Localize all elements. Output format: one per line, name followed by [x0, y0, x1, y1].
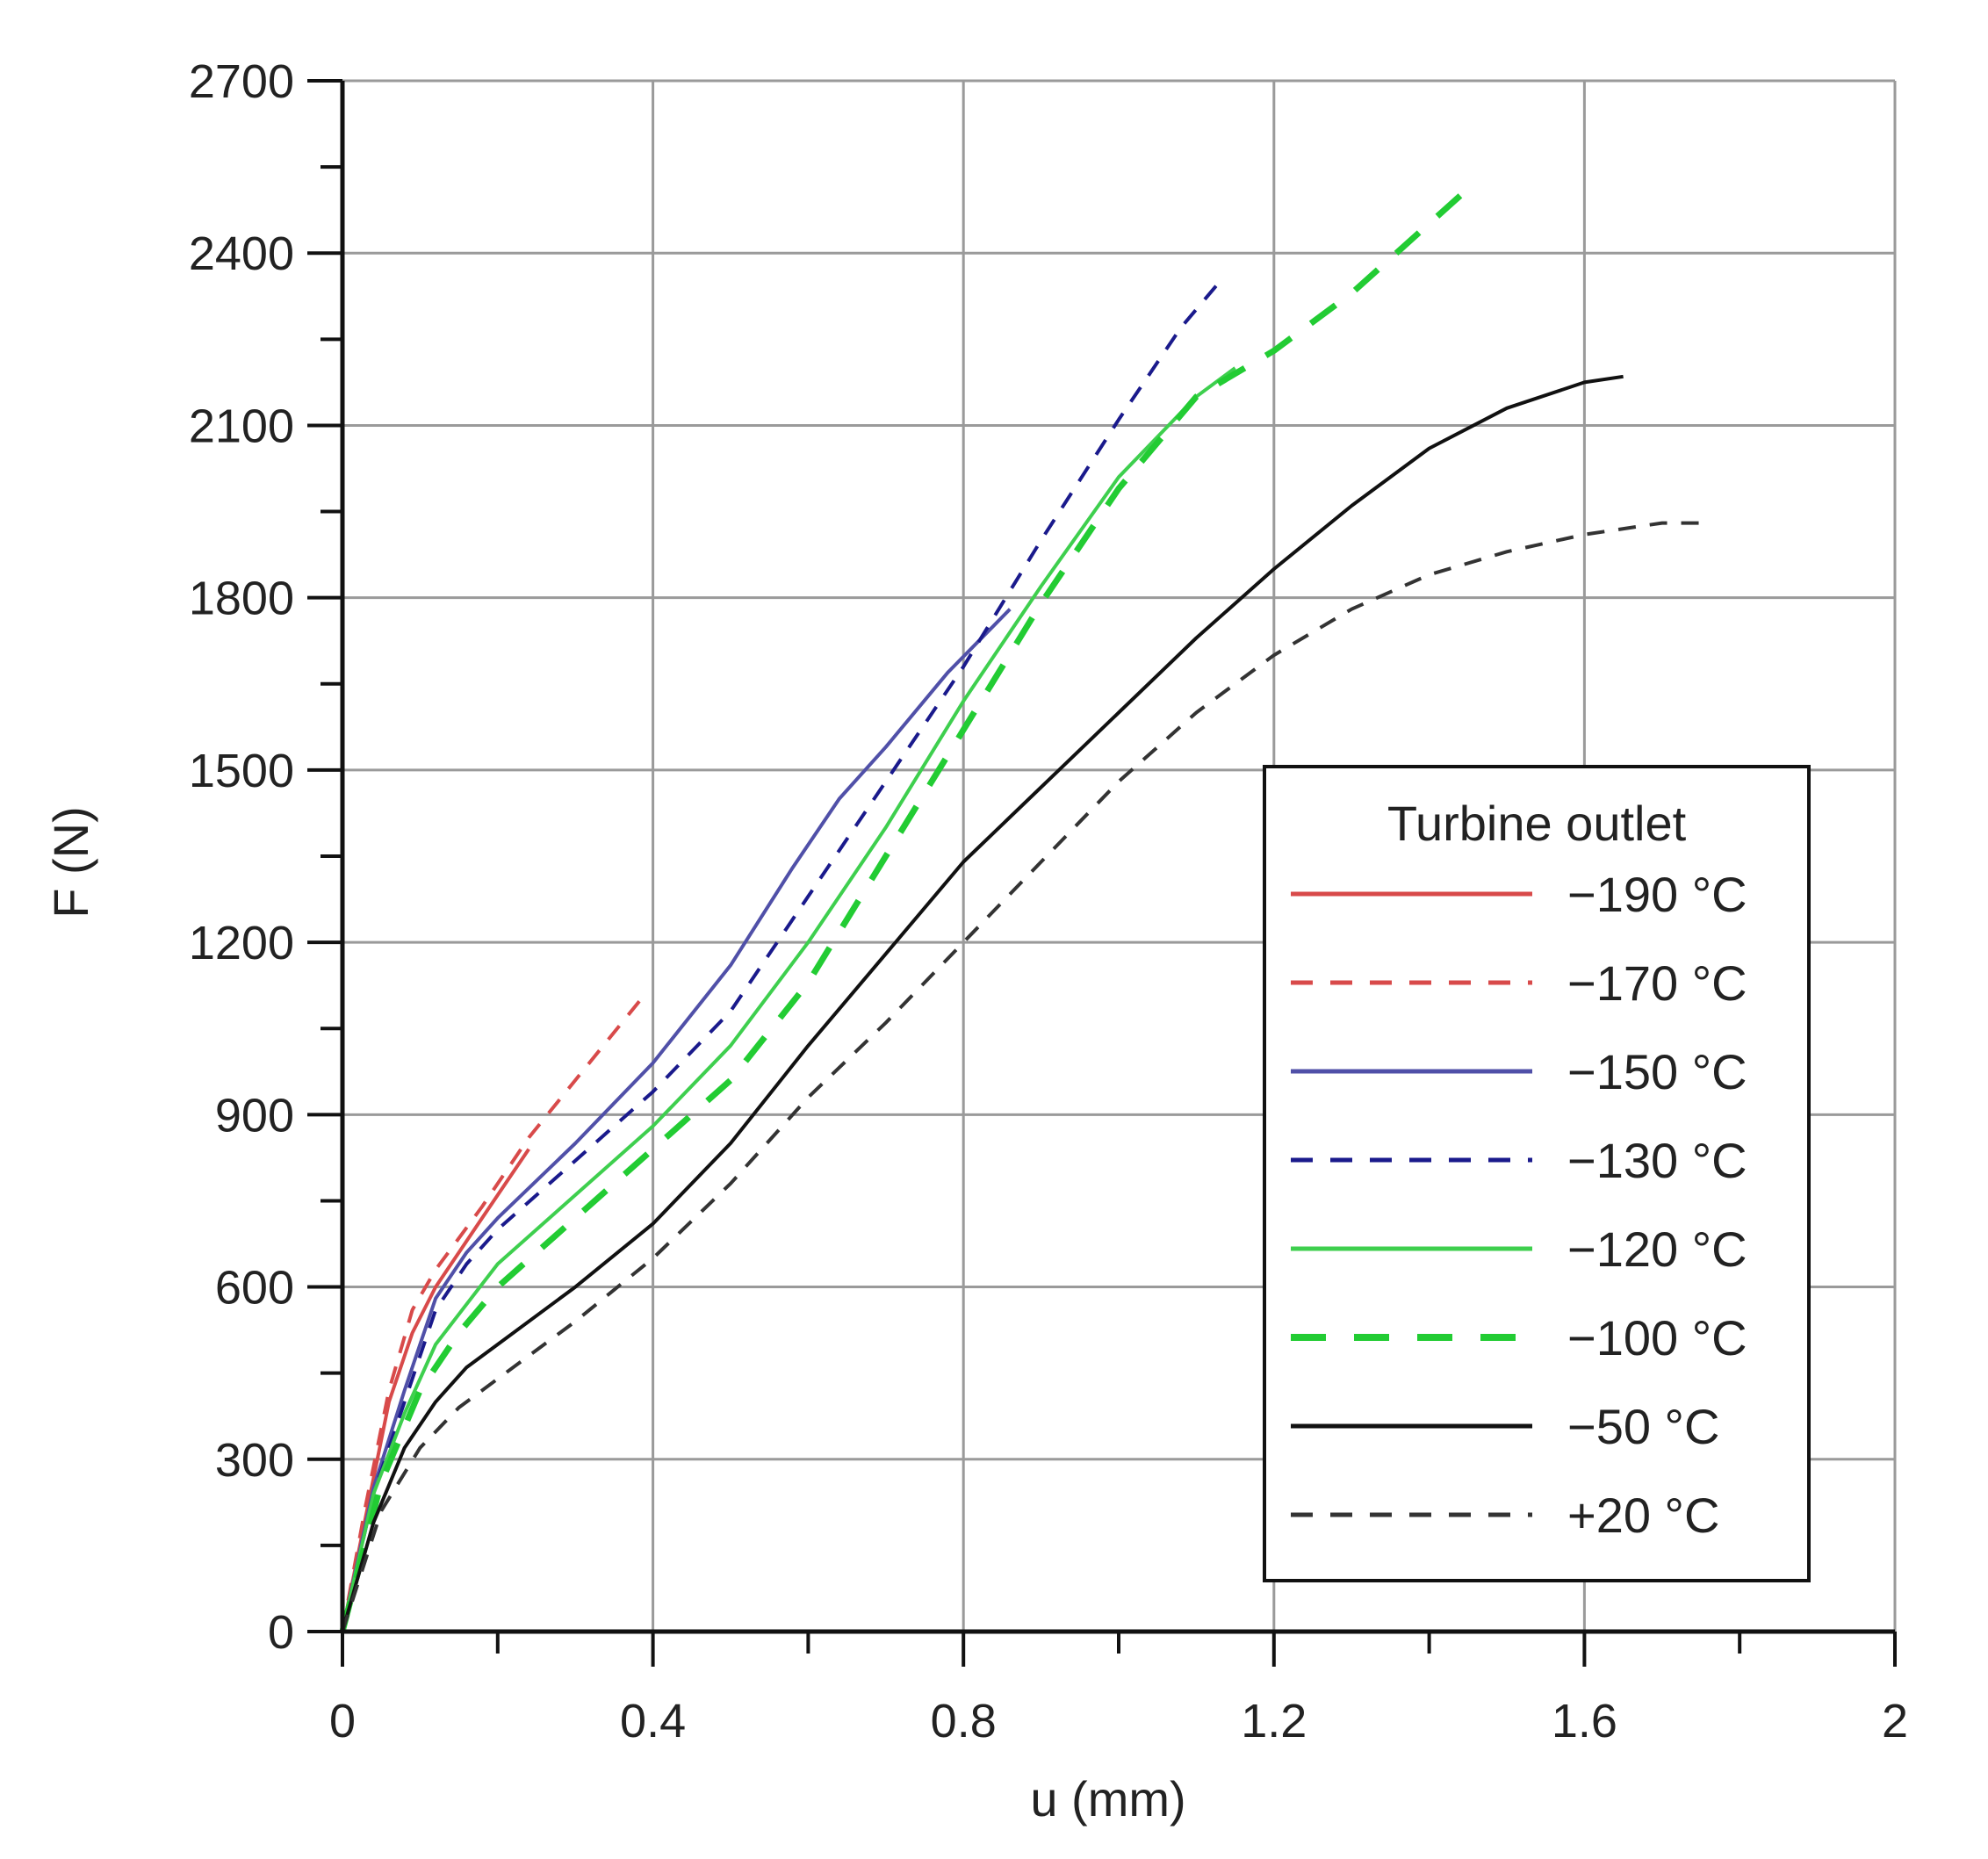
legend: Turbine outlet −190 °C −170 °C −150 °C −130… — [1263, 765, 1811, 1582]
series-line-0 — [341, 1148, 530, 1632]
axes — [307, 79, 1897, 1667]
series-line-1 — [341, 992, 647, 1632]
legend-label-7: +20 °C — [1567, 1488, 1719, 1543]
legend-title: Turbine outlet — [1387, 796, 1687, 851]
x-tick-label: 1.6 — [1552, 1695, 1617, 1747]
y-tick-label: 2100 — [189, 400, 294, 452]
series-line-6 — [341, 374, 1624, 1632]
y-tick-label: 1500 — [189, 745, 294, 797]
y-tick-label: 2400 — [189, 227, 294, 280]
tick-labels: 0 300 600 900 1200 1500 1800 2100 2400 2700 0 0.4 0.… — [189, 55, 1908, 1747]
x-tick-label: 1.2 — [1241, 1695, 1307, 1747]
y-tick-label: 1200 — [189, 917, 294, 969]
y-tick-label: 300 — [215, 1434, 294, 1487]
y-axis-label: F (N) — [43, 806, 98, 919]
y-tick-label: 900 — [215, 1089, 294, 1142]
series-lines — [339, 193, 1709, 1632]
x-axis-label: u (mm) — [1030, 1771, 1185, 1827]
series-line-7 — [341, 521, 1709, 1632]
x-tick-label: 2 — [1882, 1695, 1908, 1747]
x-tick-label: 0 — [329, 1695, 356, 1747]
series-line-3 — [341, 280, 1221, 1632]
series-line-2 — [341, 608, 1012, 1632]
legend-label-3: −130 °C — [1567, 1133, 1747, 1188]
legend-label-5: −100 °C — [1567, 1310, 1747, 1365]
legend-label-2: −150 °C — [1567, 1044, 1747, 1099]
y-tick-label: 2700 — [189, 55, 294, 108]
x-tick-label: 0.4 — [620, 1695, 686, 1747]
legend-label-4: −120 °C — [1567, 1221, 1747, 1277]
y-tick-label: 600 — [215, 1262, 294, 1315]
legend-label-6: −50 °C — [1567, 1399, 1719, 1454]
legend-label-0: −190 °C — [1567, 867, 1747, 922]
series-line-5 — [339, 193, 1463, 1632]
y-tick-label: 0 — [268, 1606, 294, 1659]
series-line-4 — [341, 366, 1236, 1632]
legend-label-1: −170 °C — [1567, 955, 1747, 1011]
legend-box — [1263, 765, 1811, 1582]
x-tick-label: 0.8 — [931, 1695, 997, 1747]
y-tick-label: 1800 — [189, 573, 294, 625]
